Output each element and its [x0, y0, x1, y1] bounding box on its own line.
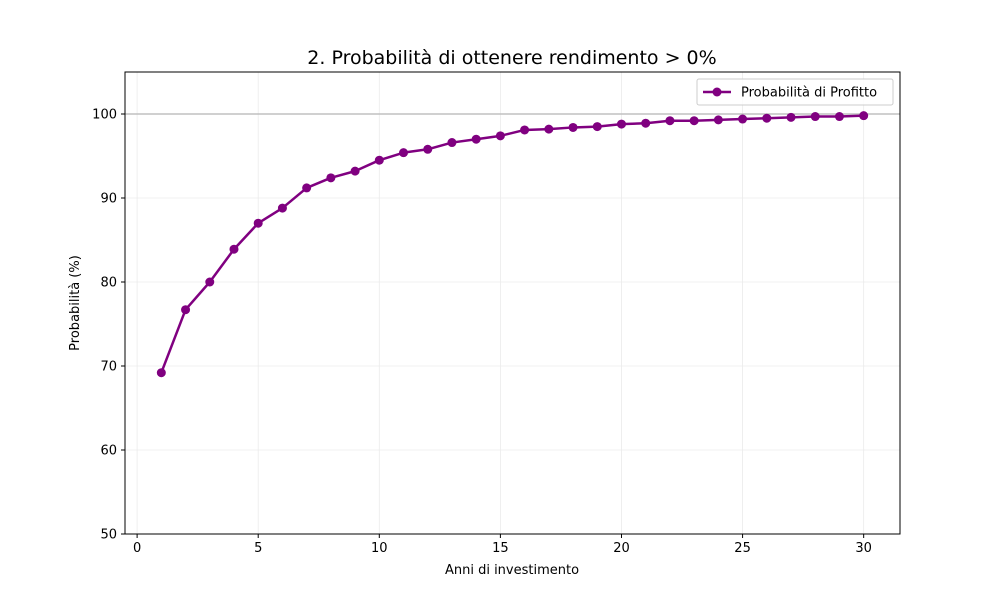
plot-area-frame [124, 71, 901, 535]
data-point [520, 125, 530, 135]
legend-entry-label: Probabilità di Profitto [741, 86, 877, 101]
y-axis-ticks: 50 60 70 80 90 100 [92, 108, 125, 543]
legend: Probabilità di Profitto [696, 78, 894, 106]
data-point [713, 115, 723, 125]
y-tick-label: 70 [100, 360, 117, 375]
data-point [495, 131, 505, 141]
legend-box [696, 78, 894, 106]
data-point [665, 116, 675, 126]
data-point [689, 116, 699, 126]
y-axis-label: Probabilità (%) [68, 255, 83, 351]
data-point [859, 111, 869, 121]
data-point [738, 114, 748, 124]
x-tick-label: 25 [734, 541, 751, 556]
data-point [423, 144, 433, 154]
y-tick-label: 100 [92, 108, 117, 123]
data-point [399, 148, 409, 158]
data-point [302, 183, 312, 193]
x-tick-label: 10 [371, 541, 388, 556]
data-point [277, 203, 287, 213]
y-tick-label: 80 [100, 276, 117, 291]
data-point [471, 134, 481, 144]
data-point [810, 112, 820, 122]
data-point [786, 112, 796, 122]
data-point [350, 166, 360, 176]
data-point [447, 138, 457, 148]
x-tick-label: 0 [133, 541, 141, 556]
series-line-group [160, 114, 864, 374]
y-tick-label: 90 [100, 192, 117, 207]
data-point [374, 155, 384, 165]
data-point [181, 305, 191, 315]
data-point [616, 119, 626, 129]
chart-title: 2. Probabilità di ottenere rendimento > … [307, 47, 716, 69]
grid [125, 72, 900, 535]
data-point [544, 124, 554, 134]
data-point [253, 218, 263, 228]
x-tick-label: 20 [613, 541, 630, 556]
legend-marker-swatch [712, 87, 722, 97]
x-tick-label: 30 [855, 541, 872, 556]
x-axis-ticks: 0 5 10 15 20 25 30 [133, 534, 872, 556]
data-point [229, 244, 239, 254]
data-point [641, 118, 651, 128]
y-tick-label: 50 [100, 528, 117, 543]
series-markers-group [156, 111, 869, 378]
y-tick-label: 60 [100, 444, 117, 459]
data-point [156, 368, 166, 378]
data-point [326, 173, 336, 183]
data-point [205, 277, 215, 287]
x-tick-label: 15 [492, 541, 509, 556]
x-tick-label: 5 [254, 541, 262, 556]
data-point [762, 113, 772, 123]
data-point [834, 112, 844, 122]
data-point [592, 122, 602, 132]
x-axis-label: Anni di investimento [445, 563, 579, 578]
data-point [568, 122, 578, 132]
series-line [160, 114, 864, 374]
